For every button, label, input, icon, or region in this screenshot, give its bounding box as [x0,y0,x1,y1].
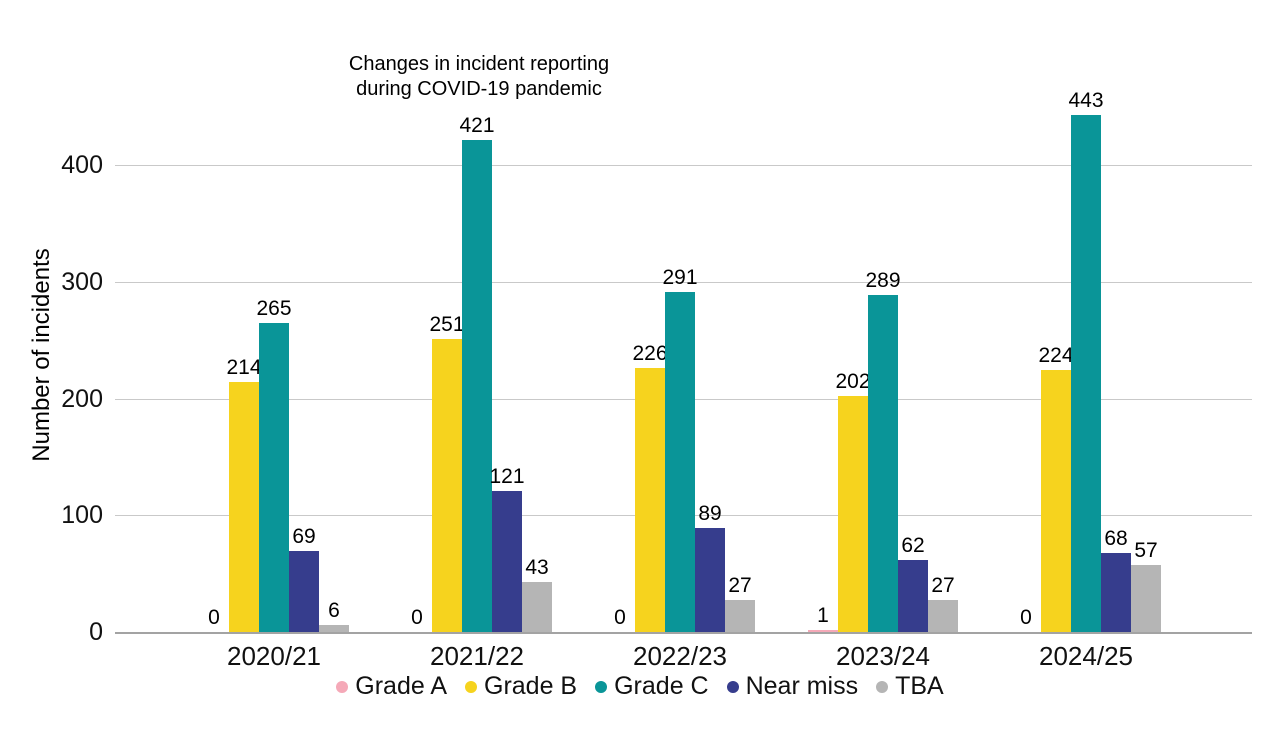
value-label: 265 [256,297,292,320]
y-tick-label: 300 [61,268,103,296]
legend-dot-icon [876,680,889,693]
bar-grade-c-2021-22 [462,140,492,632]
bar-tba-2020-21 [319,625,349,632]
legend-label: Near miss [745,672,859,700]
bar-grade-b-2020-21 [229,382,259,632]
value-label: 6 [328,599,340,622]
value-label: 226 [632,342,668,365]
legend-dot-icon [595,680,608,693]
value-label: 27 [728,574,752,597]
bar-near-miss-2024-25 [1101,553,1131,632]
y-tick-label: 0 [89,618,103,646]
bar-grade-c-2024-25 [1071,115,1101,632]
x-tick-label: 2020/21 [227,641,321,671]
bar-grade-c-2022-23 [665,292,695,632]
legend-label: Grade C [614,672,709,700]
value-label: 69 [292,525,316,548]
legend: Grade A Grade B Grade C Near miss TBA [0,672,1280,701]
chart-annotation: Changes in incident reporting during COV… [279,52,679,102]
bar-grade-a-2023-24 [808,630,838,632]
value-label: 443 [1068,89,1104,112]
bar-grade-b-2022-23 [635,368,665,632]
bar-grade-b-2021-22 [432,339,462,632]
gridline [115,282,1252,283]
value-label: 89 [698,502,722,525]
value-label: 291 [662,266,698,289]
gridline [115,165,1252,166]
value-label: 289 [865,269,901,292]
y-tick-label: 100 [61,501,103,529]
legend-label: TBA [895,672,944,700]
value-label: 0 [411,606,423,629]
legend-dot-icon [336,680,349,693]
bar-grade-c-2023-24 [868,295,898,632]
value-label: 224 [1038,344,1074,367]
value-label: 202 [835,370,871,393]
y-tick-label: 200 [61,385,103,413]
annotation-line-1: Changes in incident reporting [348,53,610,75]
legend-item-tba: TBA [876,672,944,701]
legend-item-grade-a: Grade A [336,672,447,701]
x-tick-label: 2022/23 [633,641,727,671]
bar-near-miss-2022-23 [695,528,725,632]
value-label: 43 [525,556,549,579]
legend-dot-icon [465,680,477,693]
bar-near-miss-2020-21 [289,551,319,632]
y-tick-label: 400 [61,151,103,179]
value-label: 1 [817,604,829,627]
value-label: 251 [429,313,465,336]
x-tick-label: 2023/24 [836,641,930,671]
value-label: 0 [614,606,626,629]
value-label: 0 [1020,606,1032,629]
bar-tba-2024-25 [1131,565,1161,632]
bar-grade-c-2020-21 [259,323,289,632]
legend-label: Grade B [484,672,578,700]
bar-tba-2022-23 [725,600,755,632]
bar-near-miss-2021-22 [492,491,522,632]
value-label: 421 [459,114,495,137]
bar-near-miss-2023-24 [898,560,928,632]
legend-label: Grade A [355,672,447,700]
value-label: 68 [1104,527,1128,550]
x-tick-label: 2021/22 [430,641,524,671]
legend-dot-icon [726,680,739,693]
value-label: 57 [1134,539,1158,562]
value-label: 62 [901,534,925,557]
legend-item-near-miss: Near miss [726,672,859,701]
legend-item-grade-c: Grade C [595,672,709,701]
bar-tba-2023-24 [928,600,958,632]
value-label: 121 [489,465,525,488]
annotation-line-2: during COVID-19 pandemic [356,78,602,100]
value-label: 0 [208,606,220,629]
x-tick-label: 2024/25 [1039,641,1133,671]
bar-grade-b-2024-25 [1041,370,1071,632]
bar-grade-b-2023-24 [838,396,868,632]
x-axis-line [115,632,1252,634]
value-label: 27 [931,574,955,597]
value-label: 214 [226,356,262,379]
legend-item-grade-b: Grade B [465,672,577,701]
bar-tba-2021-22 [522,582,552,632]
